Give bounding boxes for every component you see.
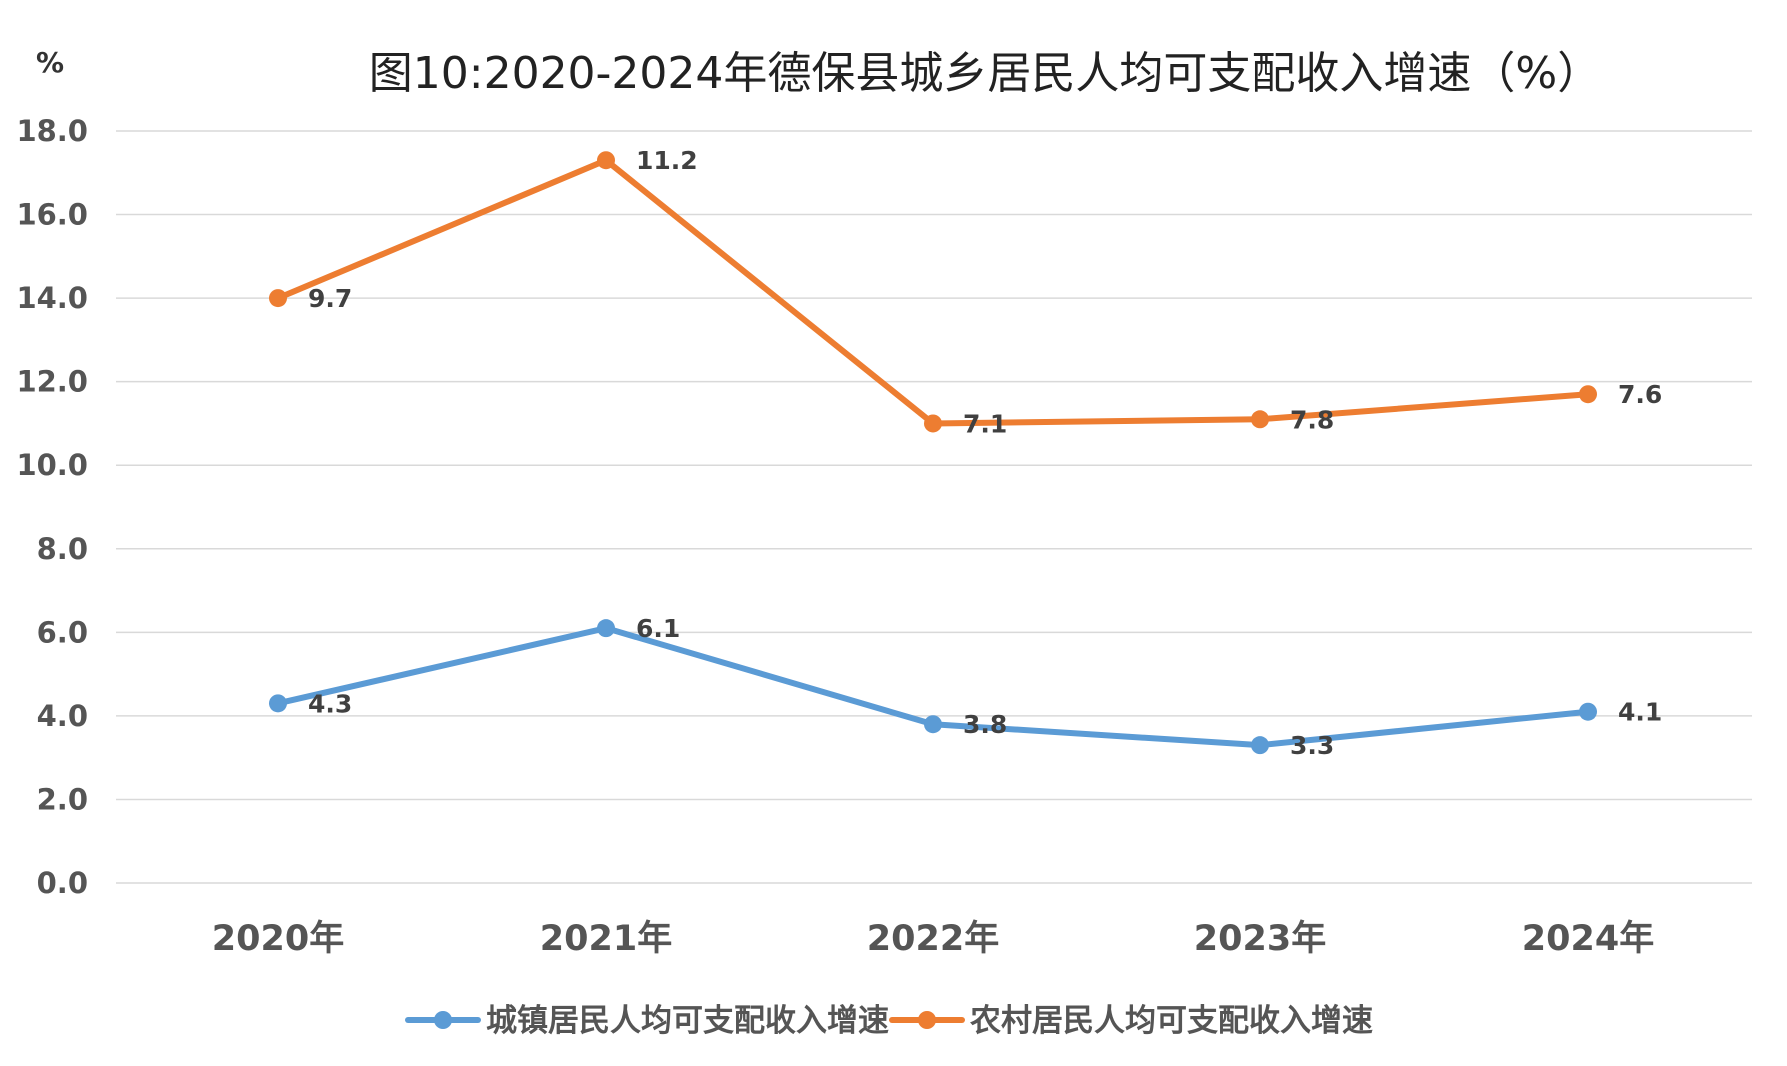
data-label-series-1-4: 7.6 (1618, 380, 1662, 409)
legend-label-0: 城镇居民人均可支配收入增速 (486, 1003, 889, 1039)
chart-title: 图10:2020-2024年德保县城乡居民人均可支配收入增速（%） (369, 48, 1601, 99)
x-axis-ticks: 2020年 2021年 2022年 2023年 2024年 (212, 919, 1654, 959)
gridlines (116, 130, 1752, 884)
legend-label-1: 农村居民人均可支配收入增速 (970, 1003, 1373, 1039)
series-0-point-3 (1251, 736, 1269, 755)
y-axis-ticks: 0.0 2.0 4.0 6.0 8.0 10.0 12.0 14.0 16.0 18.0 (16, 114, 88, 900)
series-1-point-0 (269, 289, 287, 308)
x-tick-label: 2023年 (1194, 919, 1326, 959)
y-tick-label: 14.0 (16, 281, 88, 315)
legend: 城镇居民人均可支配收入增速 农村居民人均可支配收入增速 (405, 1003, 1373, 1039)
series-0-point-4 (1579, 702, 1597, 721)
series-0-point-2 (924, 715, 942, 734)
y-axis-unit-label: % (36, 46, 64, 79)
y-tick-label: 4.0 (37, 699, 88, 733)
data-label-series-0-0: 4.3 (308, 689, 352, 718)
series-1-point-4 (1579, 385, 1597, 404)
y-tick-label: 12.0 (16, 365, 88, 399)
series-1-point-3 (1251, 410, 1269, 429)
data-label-series-0-3: 3.3 (1290, 731, 1334, 760)
data-label-series-0-4: 4.1 (1618, 698, 1662, 727)
y-tick-label: 16.0 (16, 198, 88, 232)
x-tick-label: 2020年 (212, 919, 344, 959)
x-tick-label: 2021年 (540, 919, 672, 959)
legend-marker-0 (434, 1011, 452, 1029)
y-tick-label: 10.0 (16, 448, 88, 482)
data-label-series-0-1: 6.1 (636, 614, 680, 643)
series-0-point-1 (597, 619, 615, 638)
data-label-series-1-0: 9.7 (308, 284, 352, 313)
y-tick-label: 18.0 (16, 114, 88, 148)
series-1-point-1 (597, 151, 615, 170)
y-tick-label: 2.0 (37, 782, 88, 816)
x-tick-label: 2024年 (1522, 919, 1654, 959)
series-1-point-2 (924, 414, 942, 433)
data-label-series-1-1: 11.2 (636, 146, 698, 175)
y-tick-label: 0.0 (37, 866, 88, 900)
data-label-series-1-2: 7.1 (963, 409, 1007, 438)
legend-marker-1 (918, 1011, 936, 1029)
data-label-series-1-3: 7.8 (1290, 405, 1334, 434)
series-lines (269, 151, 1597, 755)
y-tick-label: 6.0 (37, 615, 88, 649)
data-label-series-0-2: 3.8 (963, 710, 1007, 739)
data-labels: 4.3 6.1 3.8 3.3 4.1 9.7 11.2 7.1 7.8 7.6 (308, 146, 1662, 760)
series-0-point-0 (269, 694, 287, 713)
x-tick-label: 2022年 (867, 919, 999, 959)
series-line-1 (275, 157, 1591, 427)
y-tick-label: 8.0 (37, 532, 88, 566)
